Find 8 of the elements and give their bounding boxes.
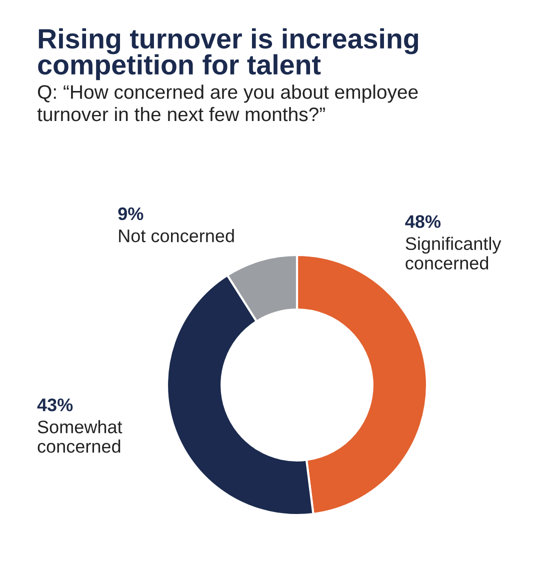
slice-label: Somewhat concerned (38, 420, 122, 453)
slice-label: Significantly concerned (406, 236, 502, 270)
data-label: 9% (118, 207, 144, 220)
data-label: 48% (405, 215, 441, 228)
data-label: 43% (37, 398, 73, 412)
chart-subtitle: Q: “How concerned are you about employee turnover in the next few months?” (37, 84, 418, 122)
slice-label: Not concerned (119, 229, 234, 242)
chart-title: Rising turnover is increasing competition for talent (38, 28, 418, 80)
